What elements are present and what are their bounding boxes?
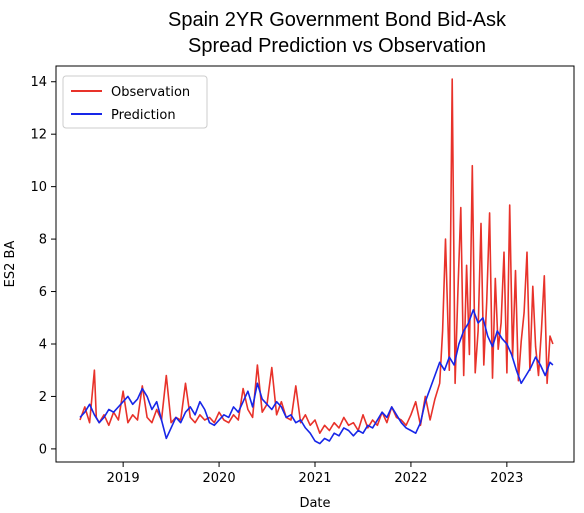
y-tick-label: 12: [30, 128, 47, 143]
y-tick-label: 4: [39, 337, 47, 352]
series-line-prediction: [79, 309, 554, 445]
y-tick-label: 14: [30, 75, 47, 90]
y-tick-label: 2: [39, 390, 47, 405]
x-tick-label: 2023: [490, 471, 523, 486]
x-tick-label: 2022: [394, 471, 427, 486]
plot-area: [79, 78, 554, 445]
y-tick-label: 6: [39, 285, 47, 300]
y-tick-label: 8: [39, 233, 47, 248]
chart-title-line2: Spread Prediction vs Observation: [188, 35, 486, 57]
chart-title-line1: Spain 2YR Government Bond Bid-Ask: [168, 9, 507, 31]
y-axis: 0 2 4 6 8 10 12 14: [30, 75, 56, 457]
x-axis: 2019 2020 2021 2022 2023: [107, 462, 523, 486]
y-tick-label: 0: [39, 442, 47, 457]
series-line-observation: [79, 78, 554, 435]
y-axis-label: ES2 BA: [3, 241, 18, 288]
legend-label-observation: Observation: [111, 85, 190, 100]
y-tick-label: 10: [30, 180, 47, 195]
x-tick-label: 2020: [203, 471, 236, 486]
legend-label-prediction: Prediction: [111, 108, 176, 123]
x-tick-label: 2019: [107, 471, 140, 486]
legend: Observation Prediction: [62, 75, 208, 129]
x-axis-label: Date: [299, 496, 330, 511]
x-tick-label: 2021: [298, 471, 331, 486]
